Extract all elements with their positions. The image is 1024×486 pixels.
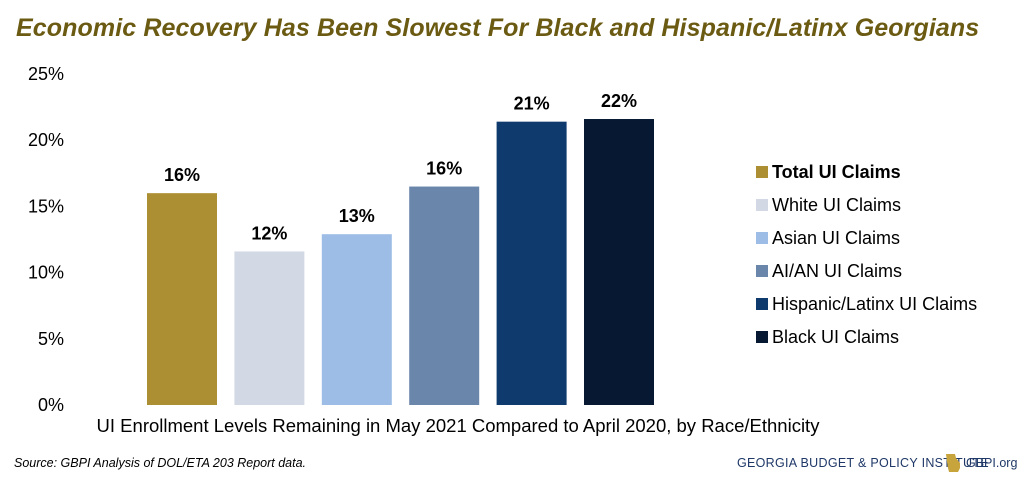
legend-swatch [756,298,768,310]
legend-label: White UI Claims [772,195,901,215]
y-tick-label: 15% [28,196,64,216]
bars: 16% 12% 13% 16% 21% 22% [147,91,654,406]
legend-label: Total UI Claims [772,162,901,182]
bar [409,186,480,405]
data-label: 13% [339,206,375,226]
georgia-state-icon [946,454,960,472]
chart-title: Economic Recovery Has Been Slowest For B… [16,14,980,42]
data-label: 16% [426,159,462,179]
legend-swatch [756,232,768,244]
data-label: 16% [164,165,200,185]
y-tick-label: 5% [38,329,64,349]
bar [234,251,305,405]
legend-swatch [756,166,768,178]
data-label: 21% [514,94,550,114]
bar [584,119,654,406]
y-tick-label: 20% [28,130,64,150]
legend-label: AI/AN UI Claims [772,261,902,281]
y-axis: 0% 5% 10% 15% 20% 25% [28,64,64,415]
y-tick-label: 0% [38,395,64,415]
legend-label: Hispanic/Latinx UI Claims [772,294,977,314]
legend-swatch [756,331,768,343]
y-tick-label: 25% [28,64,64,84]
legend-swatch [756,265,768,277]
bar [496,121,567,405]
legend-label: Asian UI Claims [772,228,900,248]
bar [147,193,217,405]
y-tick-label: 10% [28,263,64,283]
legend-label: Black UI Claims [772,327,899,347]
bar [321,234,392,405]
footer-url: GBPI.org [966,456,1018,470]
footer-org-name: GEORGIA BUDGET & POLICY INSTITUTE [737,456,989,470]
legend: Total UI Claims White UI Claims Asian UI C… [756,162,977,347]
legend-swatch [756,199,768,211]
x-axis-label: UI Enrollment Levels Remaining in May 20… [97,415,821,436]
source-note: Source: GBPI Analysis of DOL/ETA 203 Rep… [14,456,307,470]
data-label: 22% [601,91,637,111]
data-label: 12% [251,223,287,243]
